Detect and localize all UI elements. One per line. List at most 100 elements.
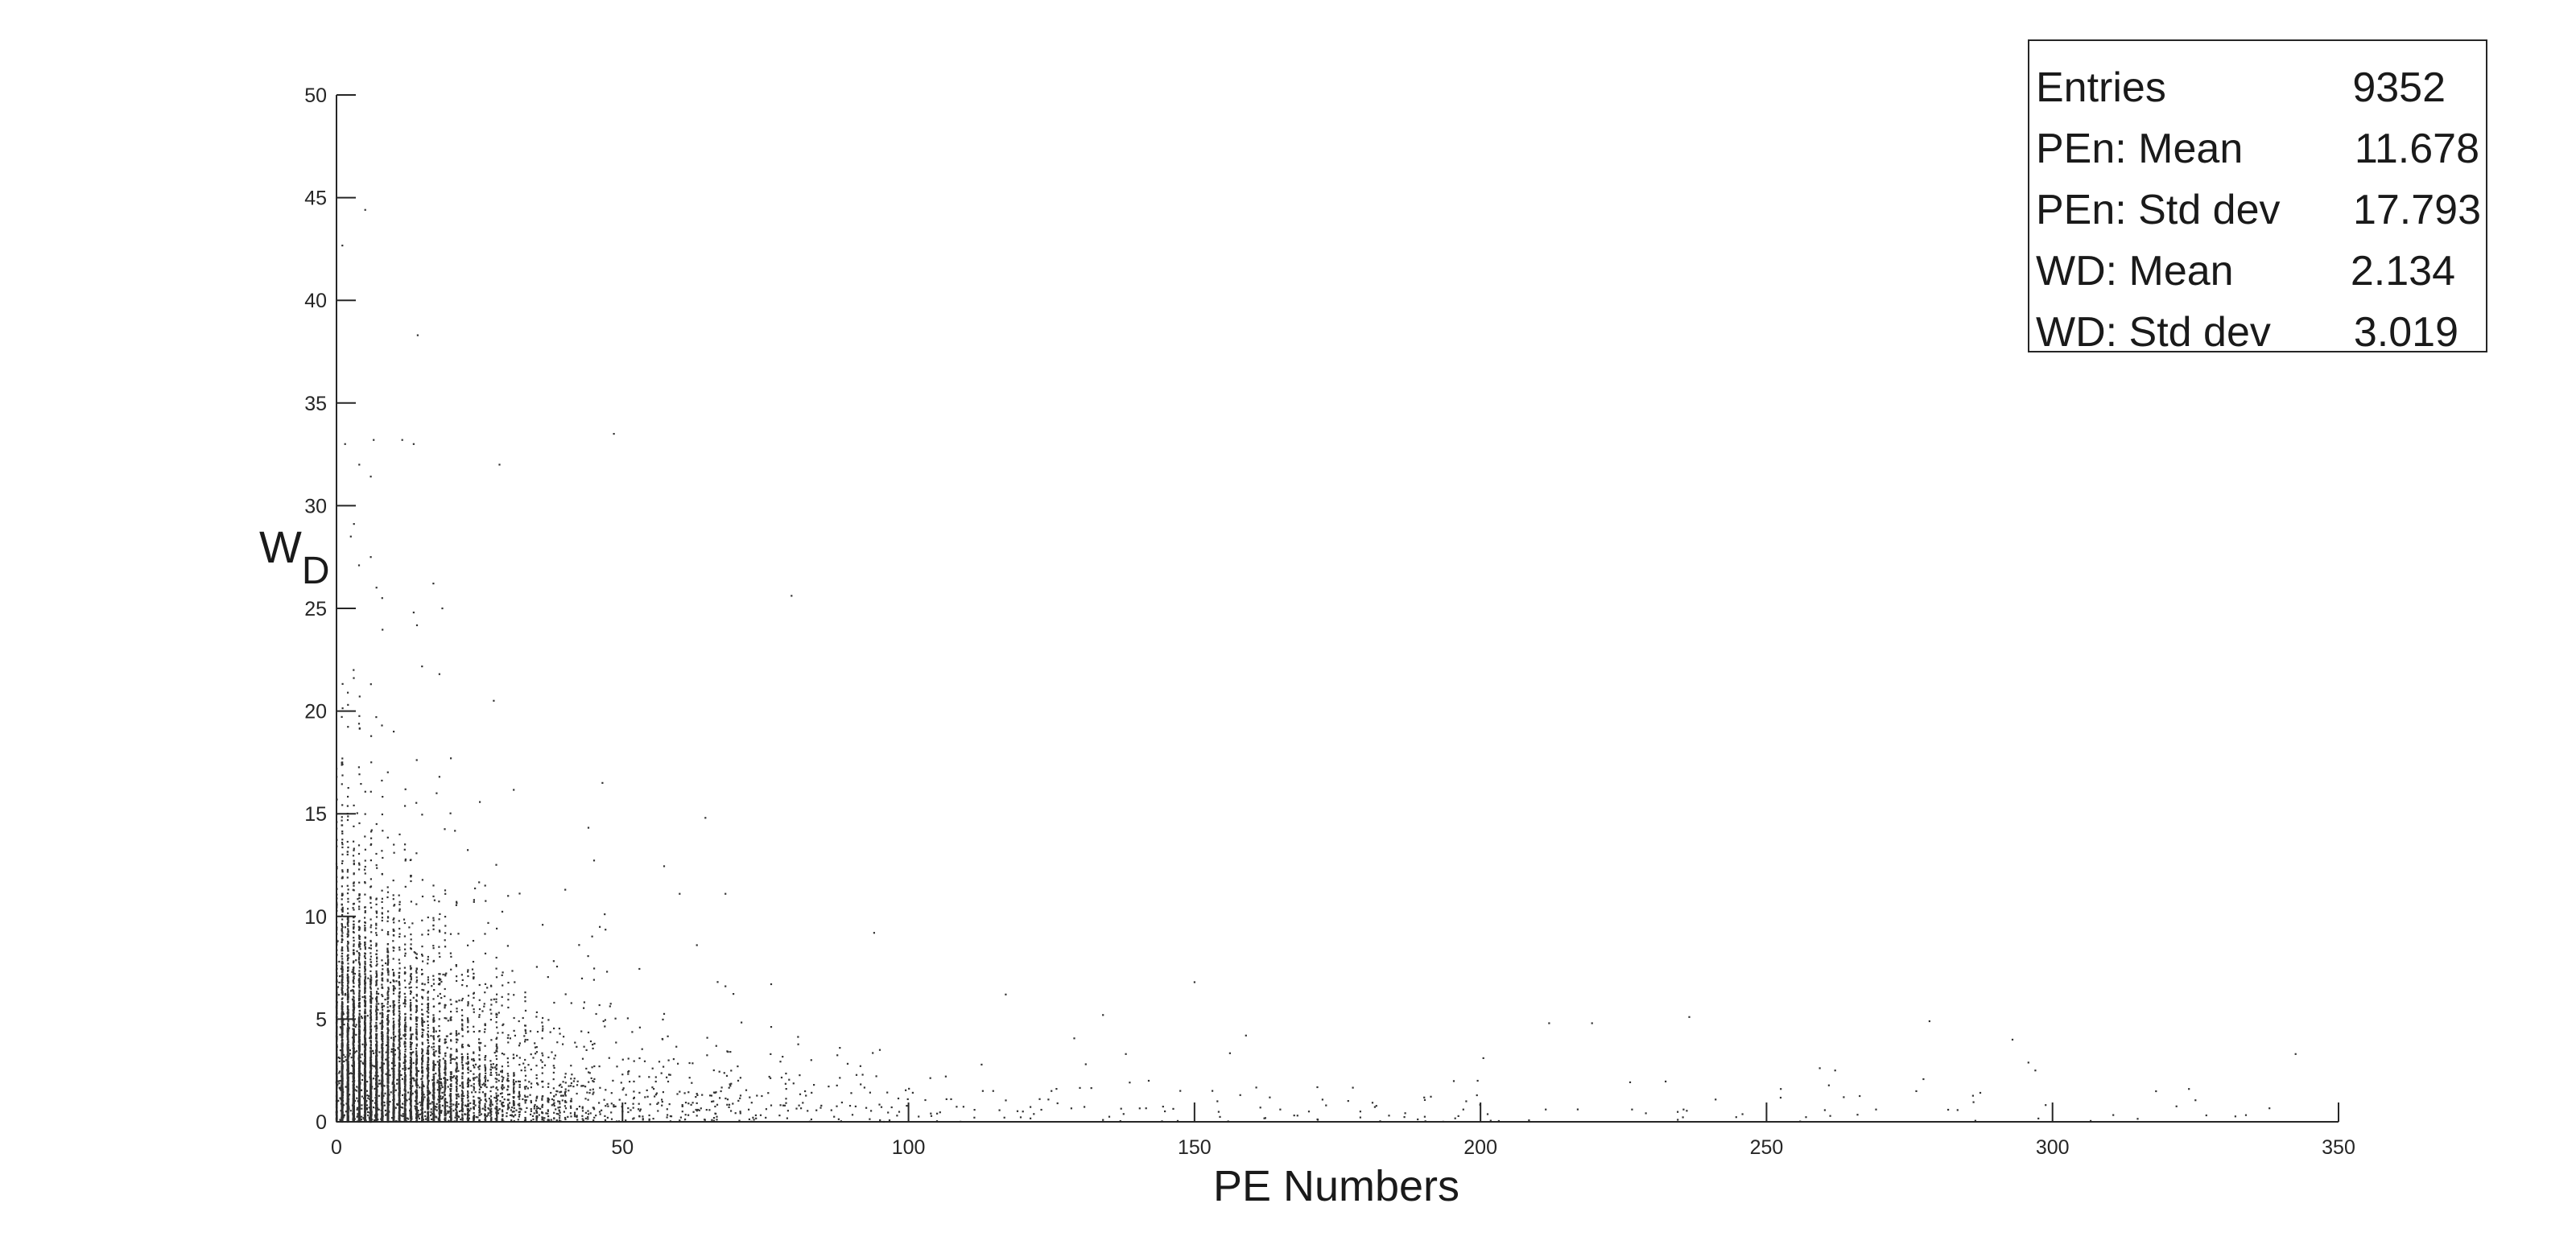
data-point [415,999,418,1001]
data-point [446,1102,448,1104]
data-point [377,1085,379,1087]
data-point [518,1115,520,1118]
data-point [387,1010,390,1012]
data-point [382,1062,386,1065]
data-point [427,1027,429,1029]
data-point [496,1048,498,1050]
data-point [404,986,407,989]
data-point [533,1112,535,1115]
data-point [403,1061,407,1064]
data-point [447,1086,449,1088]
data-point [449,999,452,1001]
data-point [375,942,378,945]
data-point [715,1045,717,1047]
data-point [696,1115,698,1117]
data-point [1404,1112,1406,1115]
data-point [353,804,355,806]
data-point [530,1086,532,1089]
data-point [698,1109,700,1111]
data-point [588,1092,591,1094]
data-point [495,1021,497,1024]
data-point [398,995,401,997]
data-point [1682,1116,1684,1119]
data-point [484,1083,486,1086]
data-point [770,1104,773,1107]
data-point [998,1109,1001,1111]
data-point [398,991,401,993]
data-point [439,1065,441,1068]
data-point [759,1114,762,1116]
data-point [341,804,344,806]
data-point [1423,1098,1426,1101]
data-point [379,1066,382,1069]
data-point [483,1003,485,1005]
data-point [433,1098,436,1101]
data-point [435,1050,437,1053]
data-point [424,1115,427,1118]
data-point [471,1058,473,1061]
data-point [364,859,366,862]
data-point [513,1107,515,1110]
data-point [518,1080,520,1082]
data-point [341,979,343,983]
data-point [411,1092,414,1094]
data-point [464,1113,467,1115]
data-point [358,938,361,940]
data-point [364,960,366,962]
data-point [513,1074,515,1077]
data-point [473,978,475,980]
data-point [369,982,373,984]
data-point [432,947,435,950]
data-point [494,1107,497,1110]
data-point [518,1020,520,1023]
data-point [507,1103,510,1106]
data-point [341,853,344,855]
data-point [347,987,349,990]
data-point [543,1117,545,1119]
data-point [404,1084,407,1086]
data-point [381,919,383,922]
data-point [432,1060,435,1062]
data-point [436,1061,439,1063]
data-point [387,988,390,991]
data-point [581,1115,584,1117]
data-point [356,1115,358,1118]
data-point [421,1065,423,1068]
data-point [410,1082,412,1085]
data-point [439,1105,441,1108]
data-point [357,958,361,961]
data-point [786,1110,789,1112]
data-point [1047,1098,1050,1101]
data-point [427,981,430,983]
data-point [378,1094,381,1097]
data-point [1033,1113,1035,1115]
data-point [739,1077,741,1079]
data-point [598,1065,601,1068]
data-point [338,1072,341,1074]
data-point [370,906,373,909]
data-point [354,1025,357,1028]
data-point [357,1052,361,1054]
data-point [461,1066,464,1069]
data-point [392,1033,395,1036]
data-point [547,1100,549,1102]
data-point [347,908,349,910]
data-point [381,994,383,996]
data-point [364,965,366,967]
data-point [364,906,366,909]
data-point [393,1010,395,1012]
data-point [1741,1113,1744,1115]
data-point [564,1088,567,1090]
data-point [489,1104,491,1107]
data-point [449,1017,452,1020]
data-point [427,1052,430,1055]
data-point [496,1078,498,1081]
data-point [604,1019,606,1021]
data-point [783,1104,786,1107]
data-point [570,1082,572,1085]
data-point [386,979,389,981]
data-point [471,1004,473,1007]
data-point [604,1025,606,1028]
data-point [553,1102,555,1104]
data-point [358,929,361,931]
